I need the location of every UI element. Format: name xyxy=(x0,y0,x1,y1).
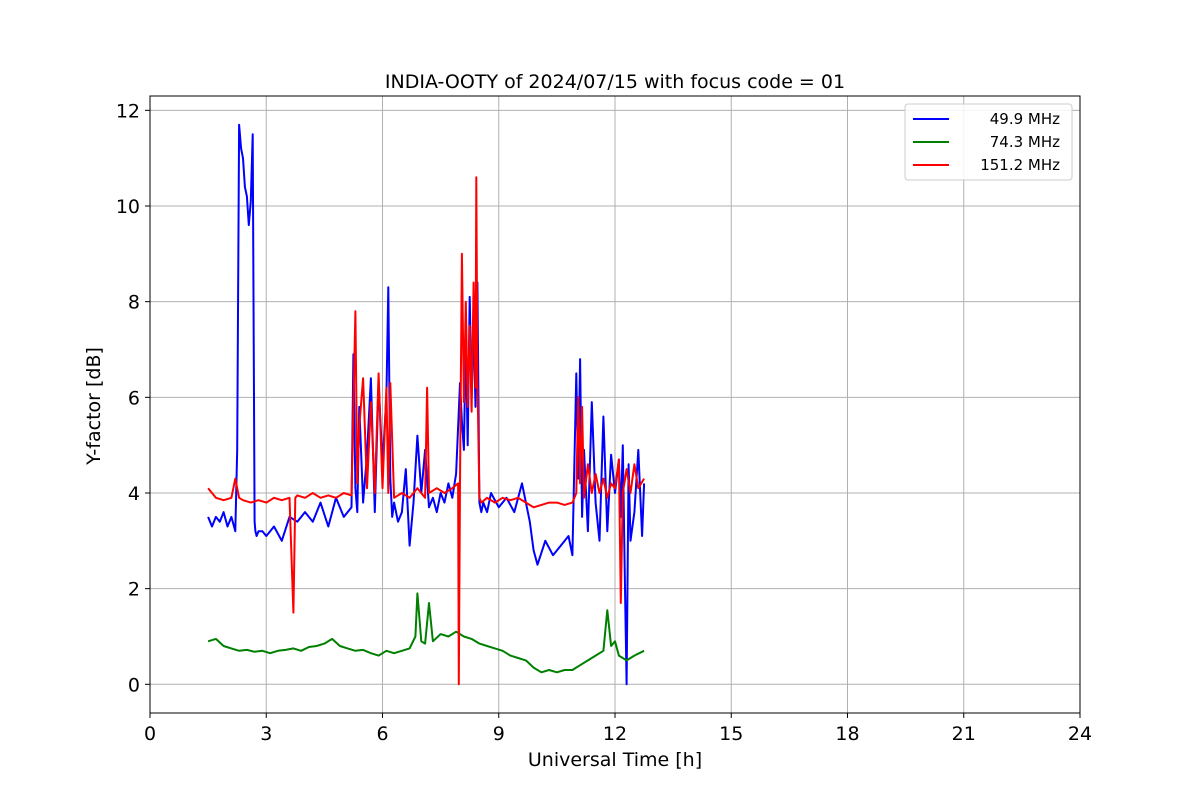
y-tick-label: 6 xyxy=(128,387,140,409)
series-line-2 xyxy=(207,176,645,686)
y-tick-label: 8 xyxy=(128,292,140,314)
y-tick-label: 0 xyxy=(128,674,140,696)
legend: 49.9 MHz 74.3 MHz 151.2 MHz xyxy=(904,103,1073,181)
x-tick-label: 9 xyxy=(493,723,505,745)
x-tick-label: 6 xyxy=(376,723,388,745)
series-line-1 xyxy=(207,592,645,674)
x-tick-label: 0 xyxy=(144,723,156,745)
x-tick-label: 15 xyxy=(719,723,743,745)
y-tick-label: 12 xyxy=(116,100,140,122)
legend-box xyxy=(904,103,1073,181)
x-tick-label: 12 xyxy=(603,723,627,745)
y-tick-label: 2 xyxy=(128,579,140,601)
y-tick-label: 10 xyxy=(116,196,140,218)
y-axis-label: Y-factor [dB] xyxy=(83,347,105,466)
legend-entry: 151.2 MHz xyxy=(980,156,1060,174)
x-tick-label: 24 xyxy=(1068,723,1092,745)
x-axis-label: Universal Time [h] xyxy=(528,749,702,771)
legend-entry: 49.9 MHz xyxy=(990,110,1060,128)
legend-entry: 74.3 MHz xyxy=(990,133,1060,151)
y-tick-label: 4 xyxy=(128,483,140,505)
x-tick-label: 18 xyxy=(835,723,859,745)
x-tick-label: 21 xyxy=(952,723,976,745)
chart-title: INDIA-OOTY of 2024/07/15 with focus code… xyxy=(385,71,845,93)
x-tick-label: 3 xyxy=(260,723,272,745)
series-layer xyxy=(207,123,646,686)
